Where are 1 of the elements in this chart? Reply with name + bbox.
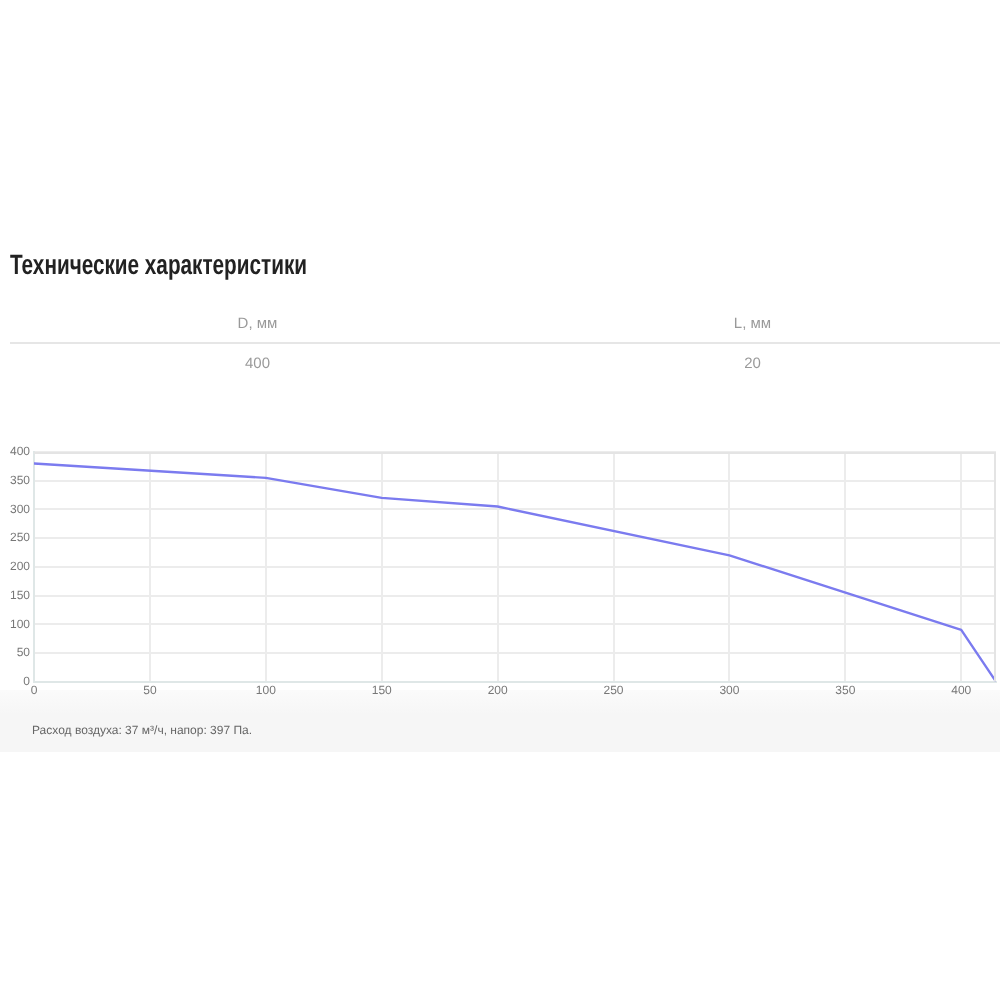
text: Технические характеристики xyxy=(10,248,308,280)
